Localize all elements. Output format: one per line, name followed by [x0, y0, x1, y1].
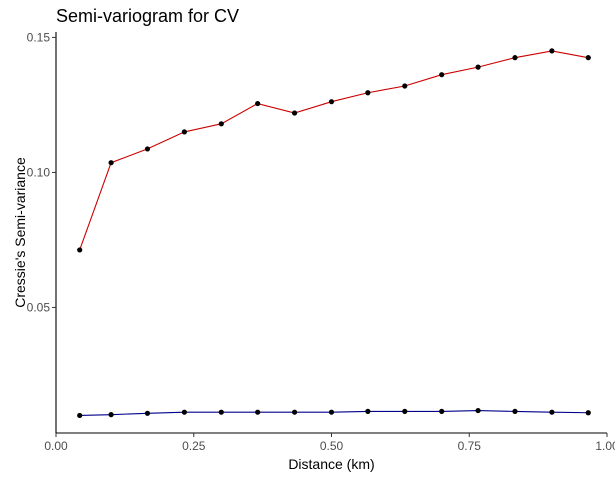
data-point — [77, 412, 83, 419]
data-point — [439, 72, 445, 78]
series-layer — [77, 48, 591, 419]
data-point — [291, 409, 298, 415]
chart-title: Semi-variogram for CV — [56, 6, 240, 26]
data-point — [255, 409, 261, 415]
data-point — [585, 55, 591, 61]
data-point — [512, 55, 518, 61]
y-tick-label: 0.15 — [27, 30, 51, 44]
series-2 — [77, 407, 591, 419]
data-point — [218, 121, 224, 127]
y-axis-title: Cressie's Semi-variance — [12, 157, 28, 308]
data-point — [328, 409, 335, 415]
data-point — [218, 409, 224, 415]
series-line — [79, 50, 589, 251]
x-tick-label: 0.75 — [458, 439, 482, 453]
data-point — [291, 110, 298, 116]
x-tick-label: 0.00 — [44, 439, 68, 453]
data-point — [108, 412, 114, 418]
x-tick-label: 1.00 — [595, 439, 615, 453]
data-point — [402, 408, 408, 414]
data-point — [549, 409, 555, 415]
data-point — [475, 407, 481, 414]
data-point — [181, 129, 187, 135]
data-point — [144, 410, 151, 416]
data-point — [402, 83, 408, 89]
data-point — [328, 99, 335, 105]
data-point — [255, 100, 261, 107]
data-point — [365, 408, 371, 414]
y-tick-label: 0.10 — [27, 165, 51, 179]
data-point — [512, 408, 518, 414]
x-axis-title: Distance (km) — [288, 456, 374, 472]
data-point — [585, 410, 591, 416]
data-point — [365, 90, 371, 96]
x-tick-label: 0.50 — [320, 439, 344, 453]
x-tick-label: 0.25 — [182, 439, 206, 453]
series-1 — [77, 48, 591, 253]
axes: 0.00 0.25 0.50 0.75 1.00 0.05 0.10 0.15 — [27, 30, 615, 453]
data-point — [439, 408, 445, 414]
series-line — [79, 410, 589, 416]
data-point — [181, 409, 187, 415]
data-point — [549, 48, 555, 54]
data-point — [144, 146, 151, 152]
data-point — [475, 64, 481, 70]
data-point — [77, 247, 83, 253]
data-point — [108, 160, 114, 166]
y-tick-label: 0.05 — [27, 300, 51, 314]
